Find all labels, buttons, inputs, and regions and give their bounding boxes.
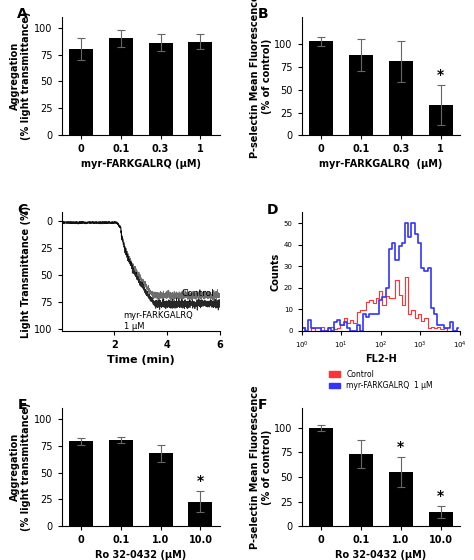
Y-axis label: Counts: Counts — [271, 253, 281, 291]
Text: *: * — [197, 474, 204, 488]
Y-axis label: P-selectin Mean Fluorescence
(% of control): P-selectin Mean Fluorescence (% of contr… — [250, 385, 272, 549]
Text: A: A — [18, 7, 28, 21]
Text: B: B — [257, 7, 268, 21]
Bar — [309, 41, 333, 136]
Text: *: * — [437, 68, 444, 82]
Bar — [428, 105, 453, 136]
Bar — [189, 41, 212, 136]
Bar — [149, 43, 173, 136]
Bar — [389, 472, 413, 526]
Bar — [69, 49, 93, 136]
Y-axis label: Aggregation
(% light transmittance): Aggregation (% light transmittance) — [10, 403, 31, 531]
X-axis label: Ro 32-0432 (μM): Ro 32-0432 (μM) — [95, 549, 186, 559]
Text: E: E — [18, 398, 27, 412]
X-axis label: myr-FARKGALRQ  (μM): myr-FARKGALRQ (μM) — [319, 158, 442, 169]
Y-axis label: Aggregation
(% light transmittance): Aggregation (% light transmittance) — [10, 12, 31, 141]
Bar — [349, 454, 373, 526]
Bar — [309, 428, 333, 526]
Bar — [149, 453, 173, 526]
Bar — [109, 440, 133, 526]
X-axis label: myr-FARKGALRQ (μM): myr-FARKGALRQ (μM) — [81, 158, 201, 169]
Bar — [428, 512, 453, 526]
Text: myr-FARKGALRQ
1 μM: myr-FARKGALRQ 1 μM — [124, 311, 193, 331]
Bar — [389, 62, 413, 136]
Text: F: F — [257, 398, 267, 412]
Text: Control: Control — [182, 288, 214, 298]
Legend: Control, myr-FARKGALRQ  1 μM: Control, myr-FARKGALRQ 1 μM — [327, 367, 435, 392]
Bar — [69, 441, 93, 526]
Text: *: * — [397, 440, 404, 454]
Text: C: C — [18, 203, 27, 217]
Text: *: * — [437, 489, 444, 503]
Text: D: D — [267, 203, 279, 217]
Bar — [349, 55, 373, 136]
Bar — [189, 502, 212, 526]
Y-axis label: P-selectin Mean Fluorescence
(% of control): P-selectin Mean Fluorescence (% of contr… — [250, 0, 272, 158]
X-axis label: FL2-H: FL2-H — [365, 354, 397, 364]
Bar — [109, 38, 133, 136]
X-axis label: Ro 32-0432 (μM): Ro 32-0432 (μM) — [335, 549, 427, 559]
X-axis label: Time (min): Time (min) — [107, 356, 174, 366]
Y-axis label: Light Transmittance (%): Light Transmittance (%) — [21, 206, 31, 338]
